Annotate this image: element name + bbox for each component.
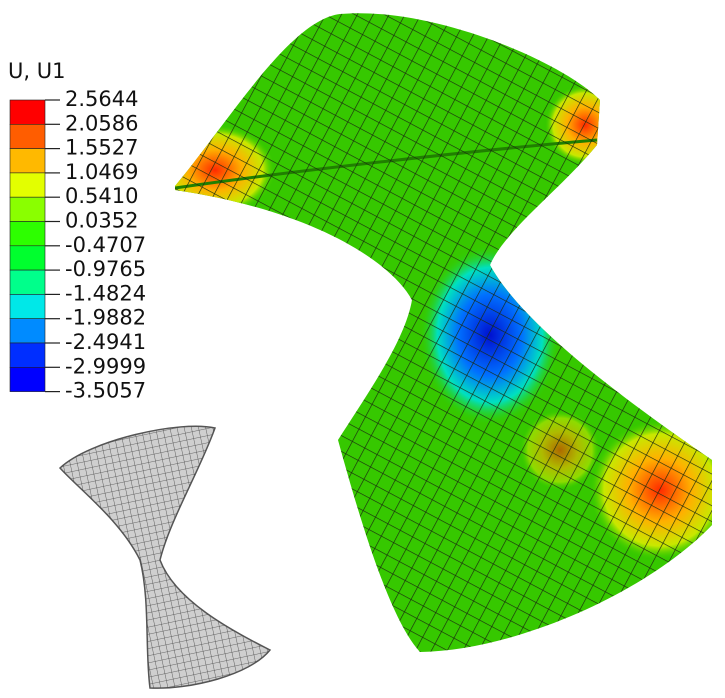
legend-label: 1.0469 — [65, 160, 138, 184]
undeformed-mesh — [58, 425, 272, 689]
legend-label: 2.0586 — [65, 111, 138, 135]
color-band — [9, 366, 46, 392]
color-band — [9, 172, 46, 198]
legend-label: 2.5644 — [65, 87, 138, 111]
legend-label: -2.9999 — [65, 354, 146, 378]
legend-title: U, U1 — [8, 59, 65, 83]
color-band — [9, 196, 46, 222]
legend-label: -2.4941 — [65, 330, 146, 354]
color-band — [9, 342, 46, 368]
color-band — [9, 221, 46, 247]
color-band — [9, 294, 46, 319]
color-band — [9, 318, 46, 344]
color-band — [9, 124, 46, 149]
color-band — [9, 245, 46, 271]
legend-label: -3.5057 — [65, 379, 146, 403]
color-band — [9, 99, 46, 125]
legend: U, U1 2.56442.05861.55271.04690.54100.03… — [8, 59, 146, 403]
legend-label: -0.4707 — [65, 233, 146, 257]
legend-label: -1.9882 — [65, 306, 146, 330]
color-band — [9, 148, 46, 174]
legend-label: -1.4824 — [65, 281, 146, 305]
color-band — [9, 269, 46, 295]
legend-label: 0.5410 — [65, 184, 138, 208]
legend-label: -0.9765 — [65, 257, 146, 281]
deformed-mesh — [175, 13, 712, 652]
legend-label: 1.5527 — [65, 136, 138, 160]
legend-label: 0.0352 — [65, 209, 138, 233]
